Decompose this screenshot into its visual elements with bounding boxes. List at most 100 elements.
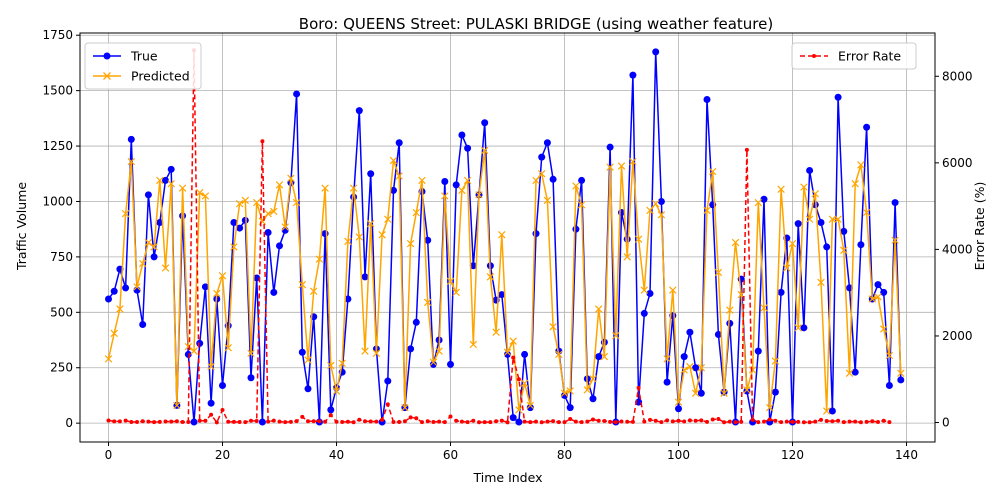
y-left-tick-label: 500 <box>50 305 73 319</box>
predicted-point <box>309 287 318 295</box>
error-rate-point <box>762 419 766 424</box>
predicted-point <box>805 215 814 223</box>
predicted-point <box>828 215 837 223</box>
y-left-tick-label: 0 <box>65 416 73 430</box>
predicted-point <box>366 219 375 228</box>
predicted-point <box>851 180 859 188</box>
predicted-point <box>190 347 198 355</box>
true-point <box>201 283 209 291</box>
true-point <box>464 144 472 152</box>
error-rate-point <box>819 417 823 422</box>
predicted-point <box>834 215 842 223</box>
error-rate-point <box>494 419 499 424</box>
error-rate-point <box>408 415 413 420</box>
true-point <box>771 388 779 396</box>
error-rate-point <box>482 420 487 425</box>
true-point <box>395 139 403 147</box>
true-point <box>133 286 141 294</box>
x-tick-label: 120 <box>781 448 804 462</box>
true-point <box>105 295 112 303</box>
series-layer <box>104 48 905 426</box>
predicted-point <box>167 180 175 188</box>
y-left-tick-label: 1000 <box>42 194 73 208</box>
x-tick-label: 0 <box>105 448 113 462</box>
error-rate-point <box>613 420 618 425</box>
predicted-point <box>161 264 170 272</box>
y-axis-left: 0 250 500 750 1000 1250 1500 1750 <box>42 28 80 430</box>
true-point <box>162 176 169 184</box>
error-rate-point <box>174 419 179 424</box>
true-point <box>247 374 255 382</box>
error-rate-point <box>619 419 624 424</box>
predicted-point <box>777 185 785 194</box>
true-point <box>515 418 523 426</box>
predicted-point <box>640 286 649 294</box>
true-point <box>219 381 226 389</box>
true-point <box>253 274 261 282</box>
predicted-point <box>577 201 586 209</box>
predicted-point <box>515 406 523 414</box>
error-rate-point <box>385 402 390 407</box>
error-rate-point <box>676 418 681 423</box>
error-rate-point <box>682 419 687 424</box>
true-point <box>412 318 420 326</box>
true-point <box>623 235 631 243</box>
error-rate-point <box>363 419 367 424</box>
predicted-point <box>469 340 478 349</box>
predicted-point <box>572 182 580 190</box>
true-point <box>543 139 551 147</box>
error-rate-point <box>648 417 652 422</box>
legend-true-marker <box>103 52 111 60</box>
predicted-point <box>327 361 335 370</box>
error-rate-point <box>226 419 231 424</box>
y-right-tick-label: 4000 <box>942 242 973 256</box>
predicted-point <box>218 272 227 280</box>
true-point <box>794 220 802 228</box>
error-rate-point <box>477 420 481 425</box>
error-rate-point <box>266 419 271 424</box>
error-rate-point <box>243 420 248 425</box>
error-rate-point <box>146 419 151 424</box>
predicted-point <box>195 188 204 197</box>
predicted-point <box>378 231 386 239</box>
true-point <box>646 289 654 297</box>
true-point <box>680 353 688 361</box>
error-rate-point <box>391 419 396 424</box>
predicted-point <box>811 189 820 198</box>
x-axis: 0 20 40 60 80 100 120 140 <box>105 442 918 462</box>
legend-error-marker <box>812 54 816 58</box>
predicted-point <box>845 369 854 378</box>
predicted-point <box>708 167 717 176</box>
predicted-point <box>275 181 284 189</box>
error-rate-point <box>773 418 778 423</box>
error-rate-point <box>556 420 561 425</box>
predicted-point <box>629 157 637 166</box>
error-rate-point <box>659 420 664 425</box>
predicted-point <box>418 176 426 185</box>
true-point <box>526 404 534 412</box>
true-point <box>777 288 785 296</box>
true-point <box>196 339 204 347</box>
error-rate-point <box>163 419 168 424</box>
error-rate-point <box>767 417 772 422</box>
predicted-point <box>252 198 261 207</box>
error-rate-point <box>203 418 208 423</box>
y-axis-right-label: Error Rate (%) <box>972 182 987 271</box>
error-rate-point <box>636 385 641 390</box>
true-point <box>703 96 711 104</box>
true-point <box>806 166 814 174</box>
true-point <box>532 230 540 238</box>
predicted-point <box>840 246 848 254</box>
error-rate-point <box>887 420 892 425</box>
error-rate-point <box>283 420 288 425</box>
y-right-tick-label: 8000 <box>942 69 973 83</box>
predicted-point <box>435 347 443 355</box>
true-point <box>657 197 665 205</box>
predicted-point <box>560 389 569 397</box>
true-point <box>521 350 529 358</box>
error-rate-point <box>864 419 869 424</box>
true-point <box>840 227 848 235</box>
true-point <box>230 219 238 227</box>
true-point <box>891 199 899 207</box>
error-rate-point <box>454 418 459 423</box>
